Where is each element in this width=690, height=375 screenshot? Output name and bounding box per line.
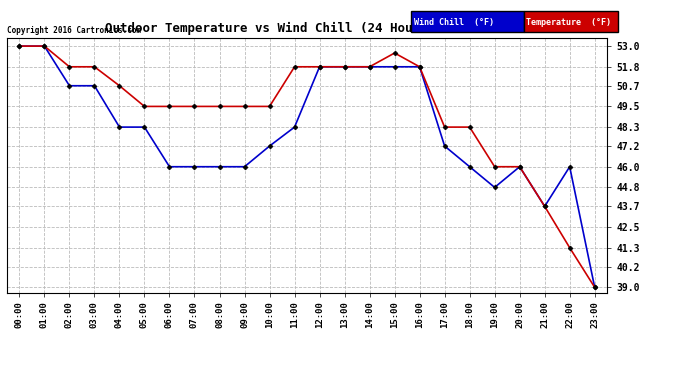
Text: Copyright 2016 Cartronics.com: Copyright 2016 Cartronics.com: [7, 26, 141, 35]
Text: Temperature  (°F): Temperature (°F): [526, 18, 611, 27]
Title: Outdoor Temperature vs Wind Chill (24 Hours)  20161030: Outdoor Temperature vs Wind Chill (24 Ho…: [105, 22, 509, 35]
Text: Wind Chill  (°F): Wind Chill (°F): [414, 18, 494, 27]
